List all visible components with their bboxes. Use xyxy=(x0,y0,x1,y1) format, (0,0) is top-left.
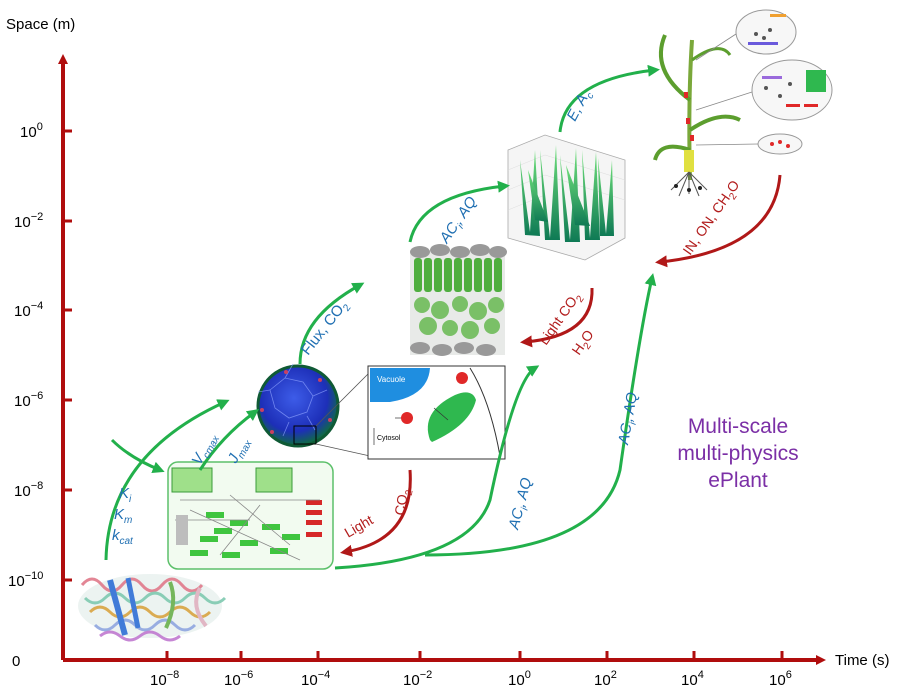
label-ki: Ki xyxy=(119,485,132,505)
plant-callout xyxy=(735,9,797,55)
label-light-low: Light xyxy=(342,512,376,541)
y-tick-label: 10−10 xyxy=(8,570,43,590)
label-co2-low: CO2 xyxy=(391,487,415,517)
x-tick-label: 106 xyxy=(769,669,792,689)
label-km: Km xyxy=(114,506,132,526)
x-tick-label: 10−8 xyxy=(150,669,179,689)
red-arrow xyxy=(520,287,594,348)
x-tick-label: 10−6 xyxy=(224,669,253,689)
diagram-title: Multi-scale multi-physics ePlant xyxy=(677,415,798,492)
green-arrow xyxy=(298,282,365,365)
y-tick-label: 10−2 xyxy=(14,211,43,231)
axes: Space (m) Time (s) 0 100 10−2 10−4 10−6 … xyxy=(6,16,889,689)
label-e-ac: E, Ac xyxy=(564,87,597,125)
label-ac-aq-mid: ACi, AQ xyxy=(505,476,538,533)
x-tick-label: 10−4 xyxy=(301,669,330,689)
cytosol-label: Cytosol xyxy=(377,435,401,442)
x-axis-title: Time (s) xyxy=(835,652,889,669)
x-tick-label: 100 xyxy=(508,669,531,689)
x-tick-label: 104 xyxy=(681,669,704,689)
y-tick-label: 10−6 xyxy=(14,390,43,410)
protein-structure-image xyxy=(78,574,227,642)
x-tick-marks xyxy=(165,651,784,660)
whole-plant-image xyxy=(653,9,833,197)
green-arrow xyxy=(104,399,230,561)
green-arrow xyxy=(334,365,540,570)
label-flux-co2: Flux, CO2 xyxy=(298,297,354,361)
plant-callout xyxy=(757,133,803,155)
label-kcat: kcat xyxy=(112,527,134,547)
label-ac-aq-right: ACi, AQ xyxy=(615,391,644,448)
metabolic-network-image xyxy=(167,461,334,570)
label-light-co2: Light CO2 xyxy=(535,288,587,350)
green-arrow xyxy=(558,64,660,133)
red-arrows xyxy=(340,174,782,557)
y-tick-marks xyxy=(63,129,72,582)
y-axis-title: Space (m) xyxy=(6,16,75,33)
leaf-cell-image xyxy=(256,363,371,457)
title-line-1: Multi-scale xyxy=(688,415,788,438)
y-tick-label: 10−8 xyxy=(14,480,43,500)
canopy-3d-image xyxy=(507,134,626,261)
label-h2o: H2O xyxy=(568,327,600,360)
origin-label: 0 xyxy=(12,653,20,670)
y-tick-label: 100 xyxy=(20,121,43,141)
plant-callout xyxy=(751,59,833,121)
green-arrow xyxy=(198,409,260,471)
green-arrow xyxy=(110,438,165,473)
title-line-2: multi-physics xyxy=(677,442,798,465)
green-arrow xyxy=(424,273,657,557)
vacuole-label: Vacuole xyxy=(377,375,406,384)
title-line-3: ePlant xyxy=(708,469,768,492)
green-arrow xyxy=(408,180,510,243)
green-arrows xyxy=(104,64,660,570)
cell-detail-inset: Vacuole Cytosol xyxy=(367,365,506,460)
red-arrow xyxy=(340,469,412,557)
leaf-tissue-image xyxy=(410,244,507,356)
red-arrow xyxy=(655,174,782,268)
x-tick-label: 10−2 xyxy=(403,669,432,689)
y-tick-label: 10−4 xyxy=(14,300,43,320)
x-tick-label: 102 xyxy=(594,669,617,689)
